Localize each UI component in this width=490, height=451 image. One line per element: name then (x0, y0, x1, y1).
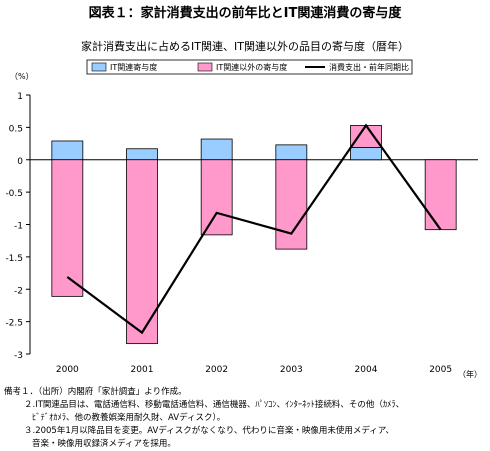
y-tick-label: -0.5 (5, 189, 23, 199)
bars (51, 125, 457, 345)
bar (126, 159, 158, 345)
chart: IT関連寄与度 IT関連以外の寄与度 消費支出・前年同期比 （%） 1 0.5 0 -0.5… (5, 59, 482, 379)
bar (275, 159, 308, 250)
y-tick-label: -2 (14, 286, 23, 296)
bar (200, 159, 233, 236)
legend: IT関連寄与度 IT関連以外の寄与度 消費支出・前年同期比 (86, 59, 413, 75)
note-3-cont: 音楽・映像用収録済メディアを採用。 (32, 439, 176, 449)
bar (350, 125, 382, 148)
notes: 備考１．（出所）内閣府「家計調査」より作成。 ２.IT関連品目は、電話通信料、移… (4, 386, 490, 451)
chart-title: 家計消費支出に占めるIT関連、IT関連以外の品目の寄与度（暦年） (81, 40, 409, 53)
y-tick-label: 0.5 (9, 124, 23, 134)
y-axis-unit: （%） (10, 72, 34, 81)
bar (275, 144, 308, 161)
x-tick-label: 2004 (355, 365, 378, 375)
x-tick-label: 2000 (56, 365, 79, 375)
x-tick-label: 2005 (429, 365, 452, 375)
x-tick-label: 2003 (280, 365, 303, 375)
y-tick-label: 1 (17, 92, 23, 102)
y-tick-label: -3 (14, 351, 23, 361)
figure-title: 図表１：家計消費支出の前年比とIT関連消費の寄与度 (88, 6, 402, 21)
x-tick-label: 2001 (131, 365, 154, 375)
x-tick-label: 2002 (205, 365, 228, 375)
bar (200, 138, 233, 161)
legend-box (86, 59, 413, 75)
bar (51, 140, 84, 161)
legend-swatch (197, 62, 213, 72)
note-2: ２.IT関連品目は、電話通信料、移動電話通信料、通信機器、ﾊﾟｿｺﾝ、ｲﾝﾀｰﾈ… (24, 400, 405, 410)
y-tick-label: 0 (17, 157, 23, 167)
bar (424, 159, 457, 231)
y-tick-label: -1.5 (5, 254, 23, 264)
line-series (66, 123, 442, 335)
legend-label: IT関連寄与度 (110, 62, 157, 72)
axes: （%） 1 0.5 0 -0.5 -1 -1.5 -2 -2.5 -3 2000 2001 2002 20… (5, 72, 482, 379)
bar (126, 148, 158, 161)
bar (51, 159, 84, 297)
legend-label: IT関連以外の寄与度 (216, 62, 287, 72)
legend-label: 消費支出・前年同期比 (329, 62, 409, 72)
line-consumption-yoy (66, 123, 442, 335)
legend-swatch (91, 62, 107, 72)
note-2-cont: ﾋﾞﾃﾞｵｶﾒﾗ、他の教養娯楽用耐久財、AVディスク）。 (32, 413, 226, 423)
note-1: 備考１．（出所）内閣府「家計調査」より作成。 (4, 387, 187, 397)
y-tick-label: -2.5 (5, 319, 23, 329)
bar (350, 147, 382, 161)
note-3: ３.2005年1月以降品目を変更。AVディスクがなくなり、代わりに音楽・映像用未… (24, 426, 394, 436)
y-tick-label: -1 (14, 222, 23, 232)
x-axis-unit: （年） (458, 369, 482, 379)
